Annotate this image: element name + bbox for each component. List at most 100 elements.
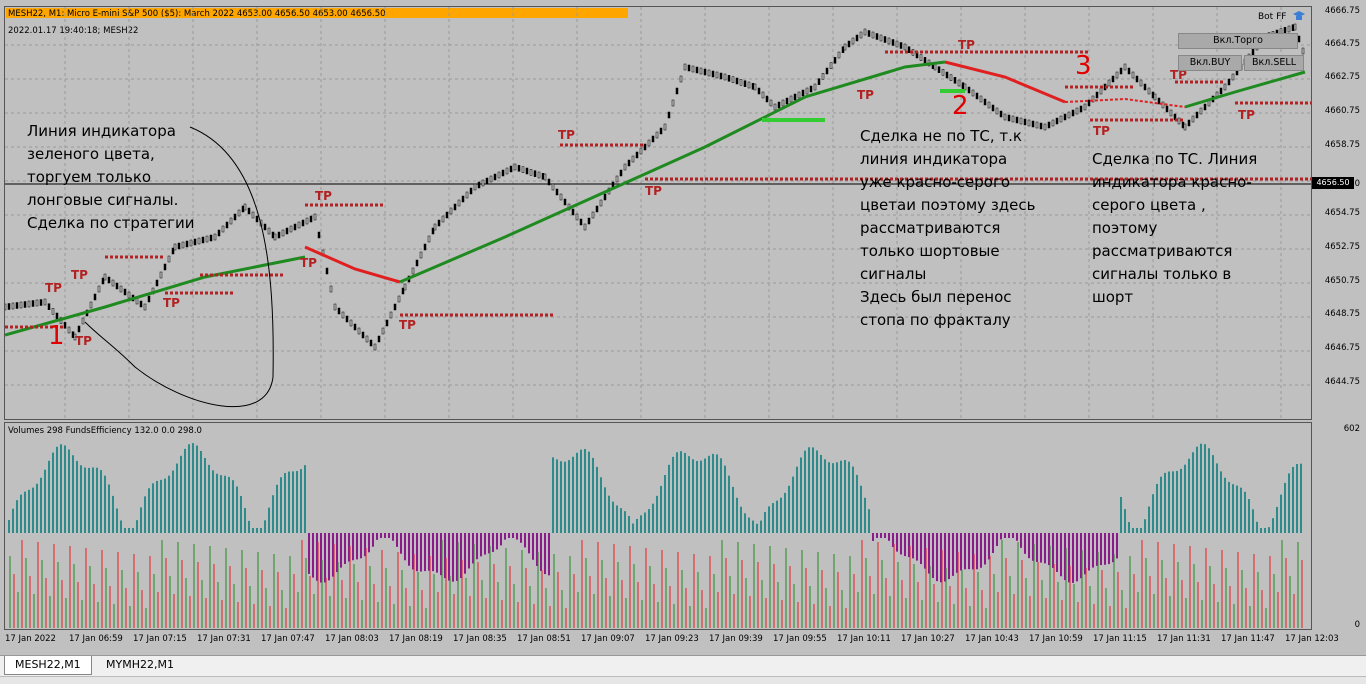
candle-body bbox=[415, 259, 419, 267]
candle-body bbox=[1095, 91, 1099, 99]
candle-body bbox=[341, 311, 345, 319]
candle-body bbox=[751, 83, 755, 90]
price-pane[interactable]: TP TP TP TP TP TP TP TP TP TP TP TP TP TP bbox=[4, 6, 1312, 420]
chart-area[interactable]: MESH22, M1: Micro E-mini S&P 500 ($5): M… bbox=[0, 0, 1366, 655]
candle-body bbox=[107, 276, 111, 284]
sell-toggle-button[interactable]: Вкл.SELL bbox=[1244, 55, 1304, 71]
candle-body bbox=[381, 327, 385, 335]
candle-body bbox=[77, 325, 81, 333]
candle-body bbox=[559, 193, 563, 201]
candle-body bbox=[747, 81, 751, 89]
candle-body bbox=[1079, 105, 1083, 113]
price-axis-label: 4650.75 bbox=[1324, 276, 1360, 286]
candle-body bbox=[73, 333, 77, 341]
tp-marker: TP bbox=[1170, 68, 1187, 82]
tab-mymh22[interactable]: MYMH22,M1 bbox=[106, 658, 174, 671]
candle-body bbox=[89, 301, 93, 309]
candle-body bbox=[619, 169, 623, 177]
candle-body bbox=[703, 68, 707, 76]
volume-title: Volumes 298 FundsEfficiency 132.0 0.0 29… bbox=[8, 426, 202, 436]
tp-marker: TP bbox=[399, 318, 416, 332]
candle-body bbox=[357, 327, 361, 335]
candle-body bbox=[47, 303, 51, 310]
candle-body bbox=[957, 79, 961, 87]
candle-body bbox=[1123, 63, 1127, 71]
hand-drawn-curve bbox=[84, 126, 274, 408]
candle-body bbox=[485, 177, 489, 185]
candle-body bbox=[1023, 118, 1027, 126]
candle-body bbox=[883, 36, 887, 43]
price-axis-label: 4648.75 bbox=[1324, 309, 1360, 319]
candle-body bbox=[325, 267, 329, 275]
trade-toggle-button[interactable]: Вкл.Торго bbox=[1178, 33, 1298, 49]
candle-body bbox=[663, 123, 667, 131]
candle-body bbox=[735, 77, 739, 85]
candle-body bbox=[221, 225, 225, 233]
candle-body bbox=[643, 143, 647, 151]
candle-body bbox=[571, 208, 575, 216]
indicator-line-green bbox=[5, 255, 306, 337]
candle-body bbox=[229, 217, 233, 225]
candle-body bbox=[1039, 122, 1043, 130]
candle-body bbox=[277, 231, 281, 239]
candle-body bbox=[615, 175, 619, 183]
candle-body bbox=[1127, 67, 1131, 75]
indicator-line-red bbox=[304, 245, 401, 284]
candle-body bbox=[349, 319, 353, 327]
candle-body bbox=[267, 227, 271, 235]
tp-marker: TP bbox=[958, 38, 975, 52]
candle-body bbox=[655, 131, 659, 139]
candle-body bbox=[333, 303, 337, 311]
tp-marker: TP bbox=[1093, 124, 1110, 138]
tp-marker: TP bbox=[645, 184, 662, 198]
annotation-num-2: 2 bbox=[952, 91, 969, 121]
time-axis-label: 17 Jan 08:35 bbox=[453, 634, 507, 644]
candle-body bbox=[197, 237, 201, 245]
candle-body bbox=[185, 240, 189, 248]
candle-body bbox=[757, 87, 761, 95]
candle-body bbox=[81, 317, 85, 325]
candle-body bbox=[551, 183, 555, 191]
candle-body bbox=[1219, 87, 1223, 95]
time-axis-label: 17 Jan 06:59 bbox=[69, 634, 123, 644]
candle-body bbox=[821, 73, 825, 80]
candle-body bbox=[143, 303, 147, 311]
candle-body bbox=[313, 213, 317, 221]
candle-body bbox=[1015, 116, 1019, 124]
candle-body bbox=[1035, 121, 1039, 129]
tab-mesh22[interactable]: MESH22,M1 bbox=[4, 656, 92, 675]
buy-toggle-button[interactable]: Вкл.BUY bbox=[1178, 55, 1242, 71]
candle-body bbox=[449, 207, 453, 215]
candle-body bbox=[1183, 123, 1187, 131]
candle-body bbox=[489, 175, 493, 183]
candle-body bbox=[247, 207, 251, 215]
candle-body bbox=[35, 299, 39, 307]
candle-body bbox=[7, 303, 11, 310]
candle-body bbox=[723, 73, 727, 81]
candle-body bbox=[627, 159, 631, 167]
price-axis-label: 4662.75 bbox=[1324, 72, 1360, 82]
time-axis-label: 17 Jan 09:07 bbox=[581, 634, 635, 644]
tp-marker: TP bbox=[75, 334, 92, 348]
candle-body bbox=[843, 43, 847, 51]
candle-body bbox=[895, 40, 899, 48]
candle-body bbox=[647, 139, 651, 147]
candle-body bbox=[707, 69, 711, 77]
candle-body bbox=[1191, 115, 1195, 123]
candle-body bbox=[695, 66, 699, 74]
candle-body bbox=[683, 63, 687, 71]
candle-body bbox=[27, 300, 31, 308]
candle-body bbox=[1181, 121, 1185, 129]
tp-marker: TP bbox=[45, 281, 62, 295]
candle-body bbox=[101, 277, 105, 285]
volume-pane[interactable]: Volumes 298 FundsEfficiency 132.0 0.0 29… bbox=[4, 422, 1312, 630]
candle-body bbox=[671, 99, 675, 107]
annotation-left: Линия индикатора зеленого цвета, торгуем… bbox=[27, 122, 195, 232]
candle-body bbox=[171, 247, 175, 255]
candle-body bbox=[875, 33, 879, 40]
candle-body bbox=[575, 213, 579, 221]
candle-body bbox=[797, 91, 801, 99]
candle-body bbox=[177, 242, 181, 250]
candle-body bbox=[555, 188, 559, 196]
candle-body bbox=[377, 335, 381, 343]
